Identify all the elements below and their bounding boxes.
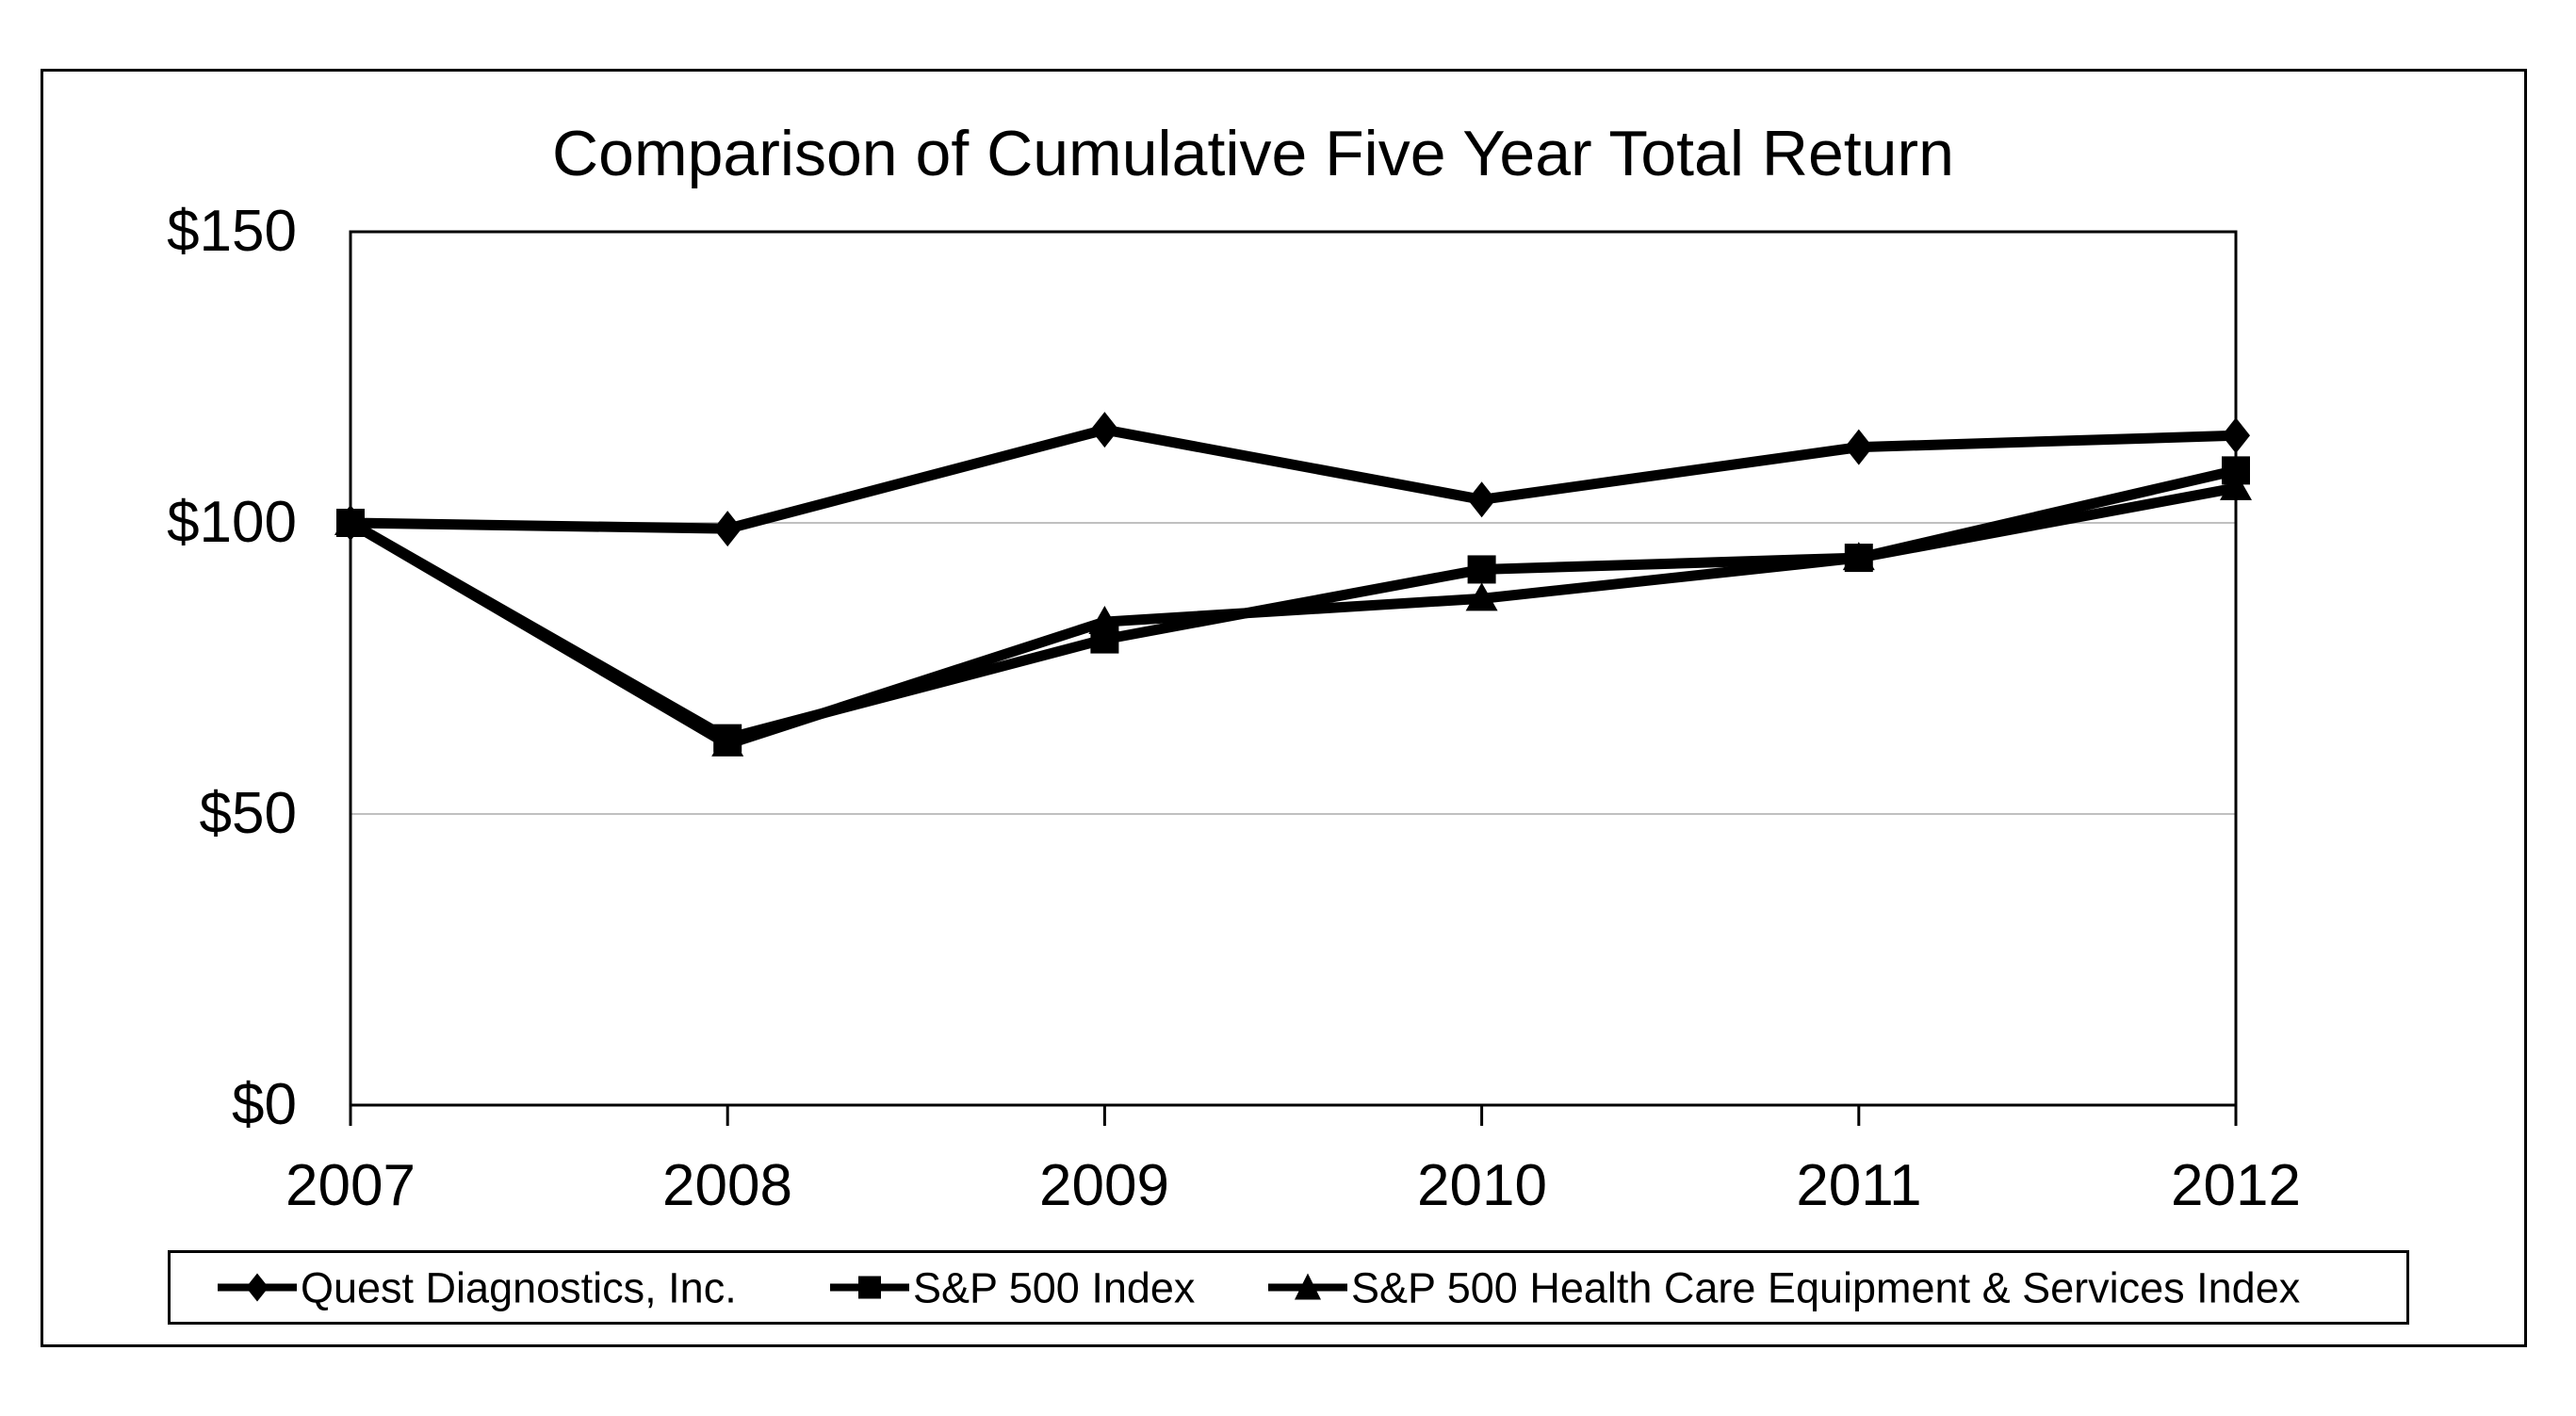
x-axis-tick-label: 2011 (1796, 1153, 1922, 1218)
legend: Quest Diagnostics, Inc. S&P 500 Index S&… (168, 1250, 2409, 1325)
triangle-marker-icon (1268, 1273, 1347, 1300)
y-axis-tick-label: $0 (232, 1072, 297, 1137)
y-axis-tick-label: $100 (167, 490, 297, 555)
y-axis-tick-label: $50 (199, 781, 297, 846)
x-axis-tick-label: 2012 (2171, 1153, 2301, 1218)
legend-item-healthcare: S&P 500 Health Care Equipment & Services… (1268, 1266, 2300, 1309)
legend-item-quest: Quest Diagnostics, Inc. (218, 1266, 737, 1309)
diamond-marker-icon (218, 1273, 297, 1302)
figure-border (41, 69, 2527, 1347)
chart-title: Comparison of Cumulative Five Year Total… (552, 118, 1954, 189)
legend-label: Quest Diagnostics, Inc. (301, 1263, 737, 1311)
legend-item-sp500: S&P 500 Index (830, 1266, 1195, 1309)
x-axis-tick-label: 2009 (1039, 1153, 1169, 1218)
square-marker-icon (830, 1276, 909, 1299)
x-axis-tick-label: 2010 (1417, 1153, 1547, 1218)
x-axis-tick-label: 2007 (285, 1153, 416, 1218)
legend-label: S&P 500 Health Care Equipment & Services… (1351, 1263, 2301, 1311)
legend-label: S&P 500 Index (913, 1263, 1196, 1311)
x-axis-tick-label: 2008 (662, 1153, 792, 1218)
y-axis-tick-label: $150 (167, 199, 297, 264)
